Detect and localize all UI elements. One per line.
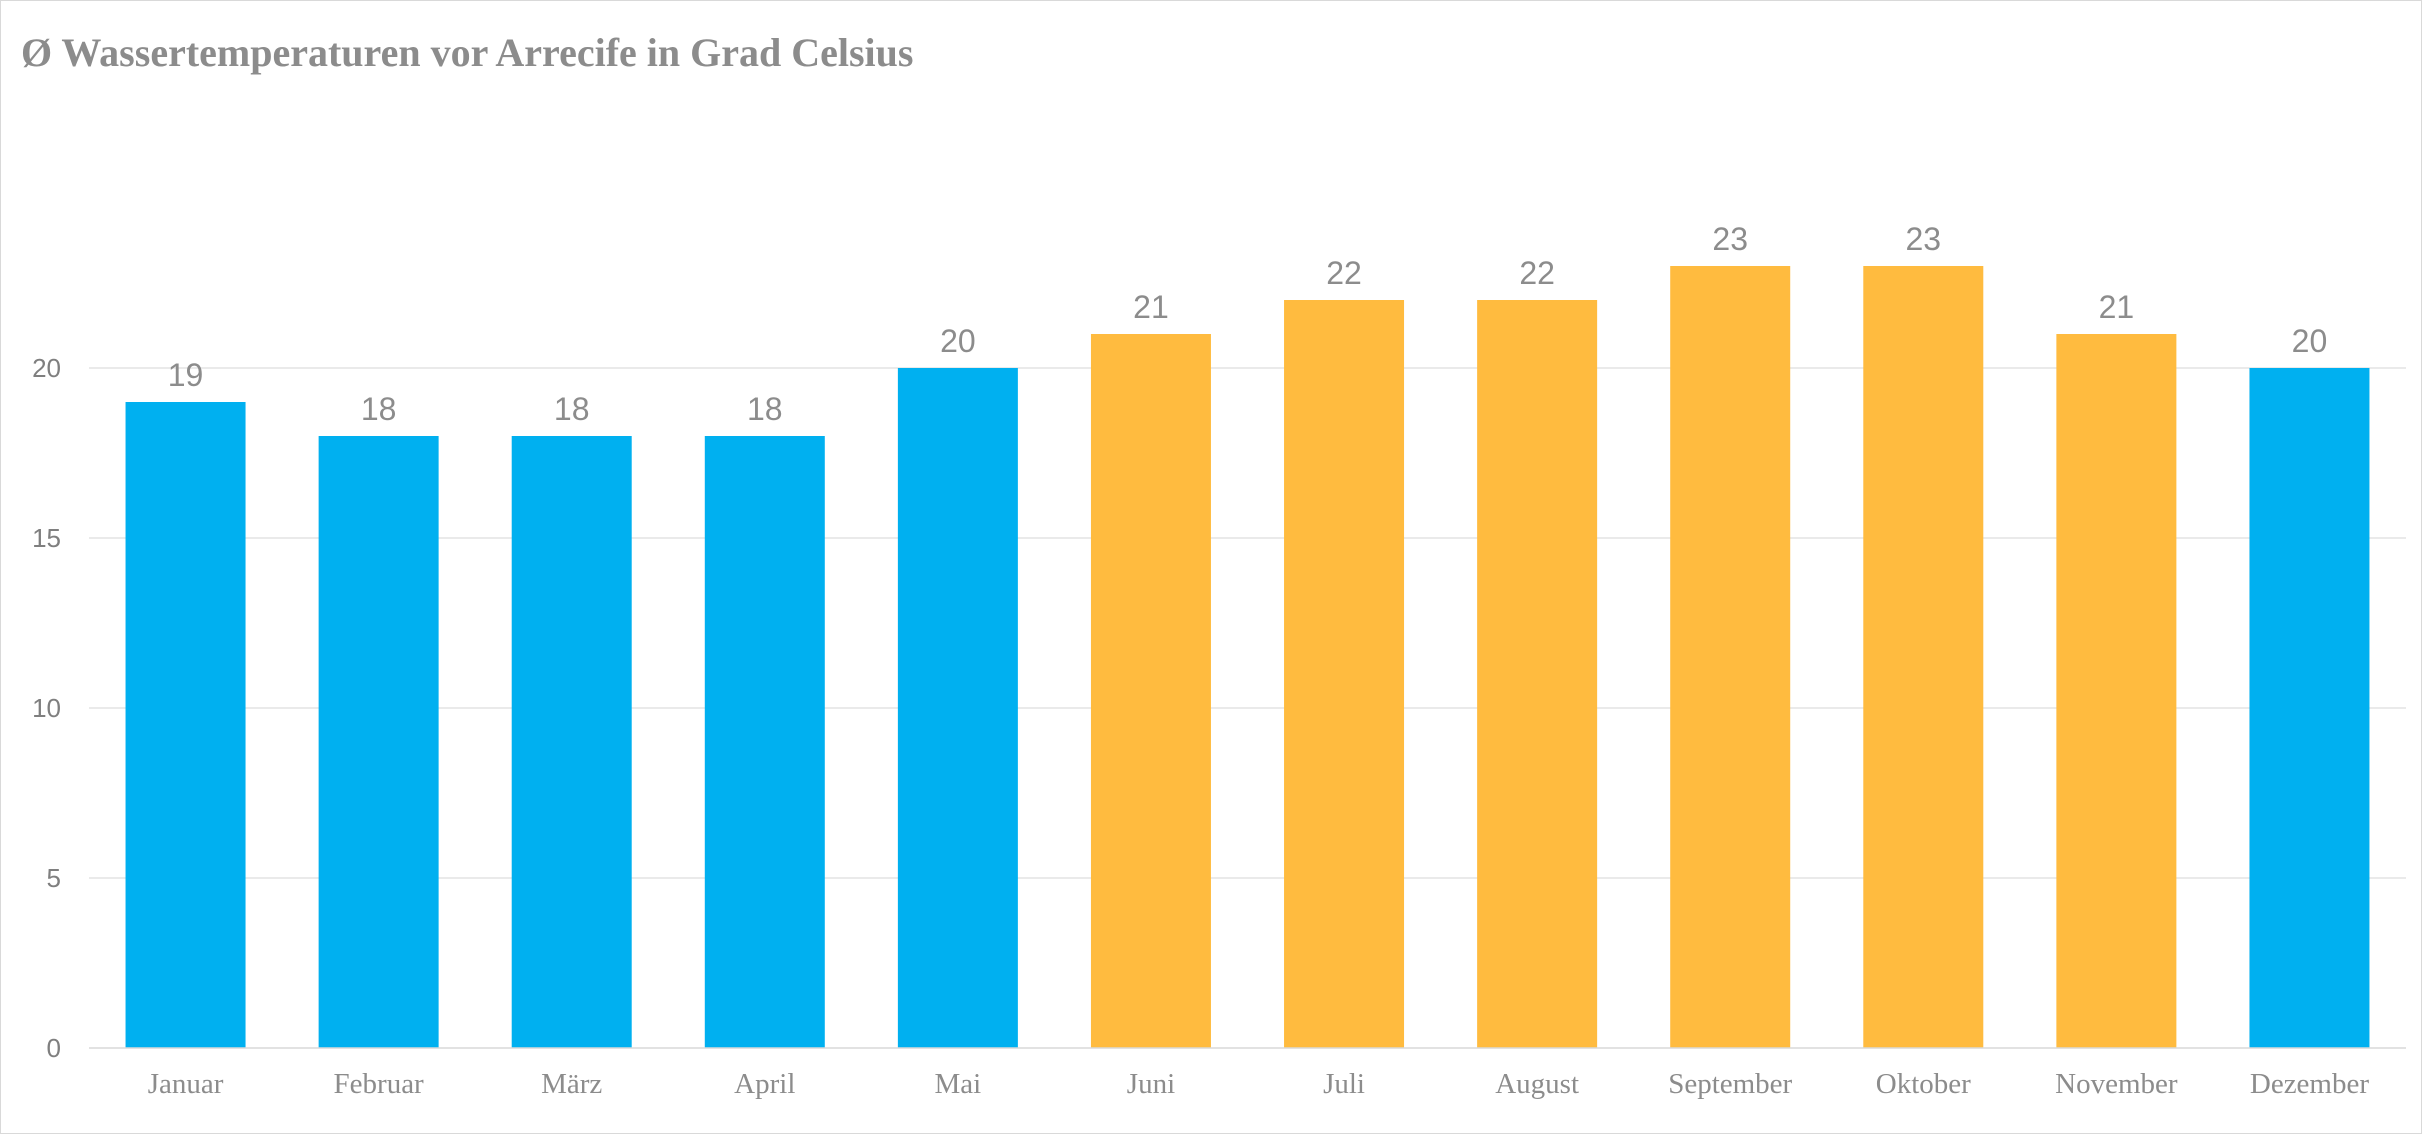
bar-april bbox=[704, 436, 825, 1048]
data-label: 18 bbox=[554, 391, 590, 427]
x-category-label: April bbox=[734, 1068, 795, 1100]
bar-oktober bbox=[1863, 266, 1984, 1048]
bar-juni bbox=[1090, 334, 1211, 1048]
x-category-label: Juni bbox=[1127, 1068, 1175, 1100]
x-category-label: September bbox=[1668, 1068, 1792, 1100]
gridlines bbox=[89, 367, 2406, 879]
data-label: 20 bbox=[2292, 323, 2328, 359]
y-tick-label: 20 bbox=[32, 353, 61, 383]
x-category-label: Juli bbox=[1323, 1068, 1365, 1100]
bar-august bbox=[1477, 300, 1598, 1048]
x-category-label: März bbox=[541, 1068, 602, 1100]
data-label: 23 bbox=[1712, 221, 1748, 257]
bar-februar bbox=[318, 436, 439, 1048]
x-category-label: August bbox=[1495, 1068, 1579, 1100]
y-axis-ticks: 0 5 10 15 20 bbox=[32, 353, 61, 1063]
data-label: 22 bbox=[1519, 255, 1555, 291]
data-label: 18 bbox=[361, 391, 397, 427]
bar-märz bbox=[511, 436, 632, 1048]
y-tick-label: 0 bbox=[47, 1033, 61, 1063]
y-tick-label: 15 bbox=[32, 523, 61, 553]
x-category-label: November bbox=[2055, 1068, 2178, 1100]
data-label: 23 bbox=[1905, 221, 1941, 257]
data-labels: 19 18 18 18 20 21 22 22 23 23 21 20 bbox=[168, 221, 2328, 427]
x-category-label: Januar bbox=[148, 1068, 224, 1100]
bar-september bbox=[1670, 266, 1791, 1048]
bar-dezember bbox=[2249, 368, 2370, 1048]
bar-januar bbox=[125, 402, 246, 1048]
bar-november bbox=[2056, 334, 2177, 1048]
x-axis-categories: Januar Februar März April Mai Juni Juli August S… bbox=[148, 1068, 2370, 1100]
data-label: 22 bbox=[1326, 255, 1362, 291]
chart-title: Ø Wassertemperaturen vor Arrecife in Gra… bbox=[21, 30, 914, 75]
bars bbox=[125, 266, 2370, 1048]
y-tick-label: 10 bbox=[32, 693, 61, 723]
x-category-label: Februar bbox=[334, 1068, 425, 1100]
bar-mai bbox=[897, 368, 1018, 1048]
x-category-label: Oktober bbox=[1876, 1068, 1971, 1100]
data-label: 19 bbox=[168, 357, 204, 393]
bar-juli bbox=[1284, 300, 1405, 1048]
x-category-label: Dezember bbox=[2250, 1068, 2369, 1100]
x-category-label: Mai bbox=[935, 1068, 982, 1100]
data-label: 20 bbox=[940, 323, 976, 359]
y-tick-label: 5 bbox=[47, 863, 61, 893]
data-label: 18 bbox=[747, 391, 783, 427]
data-label: 21 bbox=[1133, 289, 1169, 325]
data-label: 21 bbox=[2099, 289, 2135, 325]
